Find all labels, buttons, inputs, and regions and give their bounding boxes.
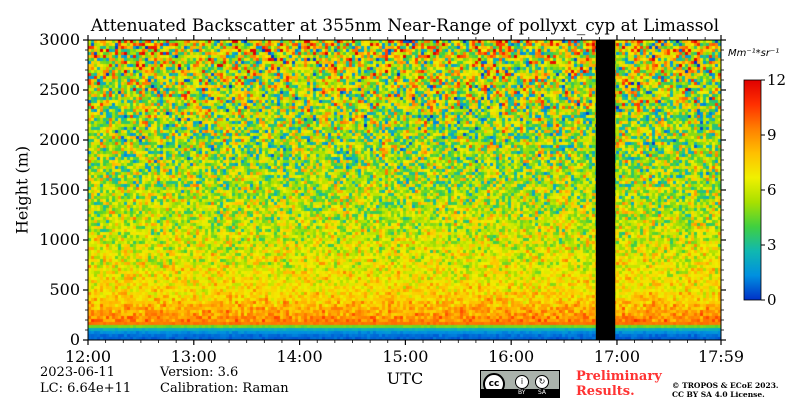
version-text: Version: 3.6 [160, 365, 239, 380]
data-gap-band [595, 40, 616, 340]
x-tick-label: 17:00 [594, 347, 640, 366]
y-tick: 500 [49, 280, 726, 299]
chart-title: Attenuated Backscatter at 355nm Near-Ran… [90, 16, 720, 36]
date-text: 2023-06-11 [40, 365, 115, 380]
cc-sa-icon: ↻ [535, 375, 549, 389]
y-tick-label: 1500 [39, 180, 80, 199]
preliminary-results-note: Preliminary Results. [576, 369, 662, 399]
y-tick: 2500 [39, 80, 726, 99]
colorbar-tick: 6 [761, 181, 777, 199]
colorbar-tick-label: 12 [767, 71, 786, 89]
copyright-line-1: © TROPOS & ECoE 2023. [672, 381, 779, 390]
cc-license-badge: cc i ↻ BY SA [480, 370, 560, 398]
y-tick-label: 0 [70, 330, 80, 349]
copyright-note: © TROPOS & ECoE 2023. CC BY SA 4.0 Licen… [672, 381, 779, 399]
heatmap-layer [88, 40, 721, 340]
axes-layer: 0 500 1000 1500 2000 2500 3000 12:00 13:00 14:00 1… [39, 30, 744, 366]
colorbar-tick-label: 6 [767, 181, 777, 199]
y-tick-label: 3000 [39, 30, 80, 49]
footer-version-calibration: Version: 3.6 Calibration: Raman [160, 365, 289, 397]
colorbar-unit-label: Mm⁻¹*sr⁻¹ [728, 48, 780, 59]
x-tick: 15:00 [382, 35, 428, 366]
cc-badge-strip [481, 389, 559, 397]
y-tick-label: 500 [49, 280, 80, 299]
y-tick-label: 1000 [39, 230, 80, 249]
calibration-text: Calibration: Raman [160, 381, 289, 396]
colorbar-layer: 0 3 6 9 12 [743, 71, 786, 309]
x-tick: 13:00 [171, 35, 217, 366]
cc-by-label: BY [518, 389, 526, 396]
copyright-line-2: CC BY SA 4.0 License. [672, 390, 765, 399]
y-tick: 1000 [39, 230, 726, 249]
lc-text: LC: 6.64e+11 [40, 381, 132, 396]
colorbar-tick-label: 9 [767, 126, 777, 144]
x-axis-label: UTC [386, 369, 424, 388]
preliminary-line-2: Results. [576, 384, 635, 399]
colorbar-tick-label: 3 [767, 236, 777, 254]
cc-sa-label: SA [538, 389, 547, 396]
heatmap-image [88, 40, 721, 340]
x-tick-label: 17:59 [698, 347, 744, 366]
x-tick: 16:00 [488, 35, 534, 366]
colorbar-tick-label: 0 [767, 291, 777, 309]
y-tick: 0 [70, 330, 726, 349]
x-tick: 17:59 [698, 35, 744, 366]
footer-date-lc: 2023-06-11 LC: 6.64e+11 [40, 365, 131, 397]
y-tick-label: 2500 [39, 80, 80, 99]
colorbar-tick: 3 [761, 236, 777, 254]
x-tick: 14:00 [277, 35, 323, 366]
y-tick-label: 2000 [39, 130, 80, 149]
x-tick-label: 15:00 [382, 347, 428, 366]
colorbar [743, 79, 762, 301]
y-tick: 1500 [39, 180, 726, 199]
colorbar-tick: 9 [761, 126, 777, 144]
x-tick: 12:00 [65, 35, 111, 366]
cc-by-icon: i [515, 375, 529, 389]
x-tick: 17:00 [594, 35, 640, 366]
x-tick-label: 14:00 [277, 347, 323, 366]
y-tick: 3000 [39, 30, 726, 49]
x-tick-label: 16:00 [488, 347, 534, 366]
x-tick-label: 13:00 [171, 347, 217, 366]
preliminary-line-1: Preliminary [576, 369, 662, 384]
x-tick-label: 12:00 [65, 347, 111, 366]
y-tick: 2000 [39, 130, 726, 149]
colorbar-tick: 12 [761, 71, 786, 89]
colorbar-tick: 0 [761, 291, 777, 309]
